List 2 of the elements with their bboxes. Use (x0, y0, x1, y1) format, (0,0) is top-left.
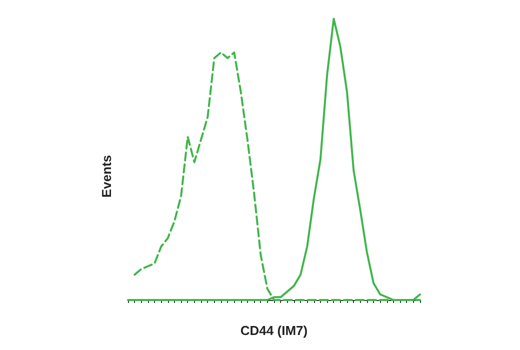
y-axis-title: Events (99, 154, 114, 198)
x-axis-title: CD44 (IM7) (240, 323, 308, 338)
